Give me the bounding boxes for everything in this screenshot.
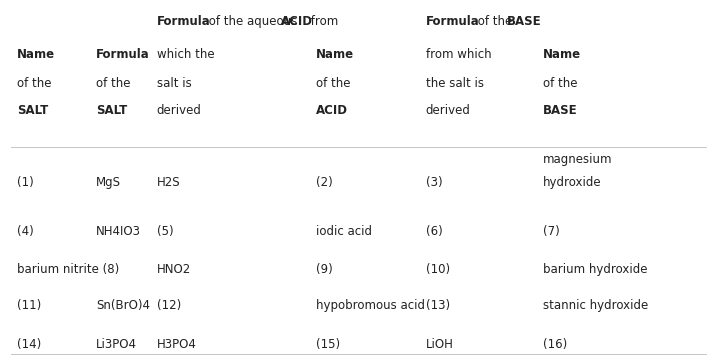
Text: hydroxide: hydroxide (543, 176, 602, 189)
Text: (6): (6) (426, 225, 442, 238)
Text: from: from (308, 15, 338, 28)
Text: salt is: salt is (156, 77, 191, 90)
Text: MgS: MgS (96, 176, 121, 189)
Text: (5): (5) (156, 225, 173, 238)
Text: (16): (16) (543, 338, 567, 352)
Text: Li3PO4: Li3PO4 (96, 338, 137, 352)
Text: (3): (3) (426, 176, 442, 189)
Text: (10): (10) (426, 263, 450, 276)
Text: of the: of the (17, 77, 52, 90)
Text: barium nitrite (8): barium nitrite (8) (17, 263, 119, 276)
Text: (4): (4) (17, 225, 34, 238)
Text: (13): (13) (426, 299, 450, 312)
Text: ACID: ACID (316, 104, 348, 117)
Text: ACID: ACID (280, 15, 313, 28)
Text: of the: of the (543, 77, 577, 90)
Text: SALT: SALT (96, 104, 128, 117)
Text: (15): (15) (316, 338, 340, 352)
Text: Name: Name (17, 49, 55, 62)
Text: Formula: Formula (156, 15, 210, 28)
Text: of the: of the (316, 77, 351, 90)
Text: BASE: BASE (543, 104, 577, 117)
Text: of the: of the (474, 15, 516, 28)
Text: H3PO4: H3PO4 (156, 338, 196, 352)
Text: (7): (7) (543, 225, 559, 238)
Text: which the: which the (156, 49, 214, 62)
Text: (11): (11) (17, 299, 41, 312)
Text: (1): (1) (17, 176, 34, 189)
Text: HNO2: HNO2 (156, 263, 191, 276)
Text: Formula: Formula (426, 15, 480, 28)
Text: of the: of the (96, 77, 130, 90)
Text: (14): (14) (17, 338, 41, 352)
Text: Sn(BrO)4: Sn(BrO)4 (96, 299, 151, 312)
Text: the salt is: the salt is (426, 77, 484, 90)
Text: (2): (2) (316, 176, 333, 189)
Text: (12): (12) (156, 299, 181, 312)
Text: NH4IO3: NH4IO3 (96, 225, 141, 238)
Text: BASE: BASE (508, 15, 542, 28)
Text: from which: from which (426, 49, 491, 62)
Text: stannic hydroxide: stannic hydroxide (543, 299, 648, 312)
Text: Name: Name (316, 49, 354, 62)
Text: of the aqueous: of the aqueous (205, 15, 300, 28)
Text: magnesium: magnesium (543, 153, 612, 166)
Text: H2S: H2S (156, 176, 180, 189)
Text: SALT: SALT (17, 104, 48, 117)
Text: hypobromous acid: hypobromous acid (316, 299, 425, 312)
Text: Name: Name (543, 49, 581, 62)
Text: Formula: Formula (96, 49, 150, 62)
Text: derived: derived (426, 104, 470, 117)
Text: barium hydroxide: barium hydroxide (543, 263, 647, 276)
Text: LiOH: LiOH (426, 338, 454, 352)
Text: (9): (9) (316, 263, 333, 276)
Text: derived: derived (156, 104, 201, 117)
Text: iodic acid: iodic acid (316, 225, 372, 238)
